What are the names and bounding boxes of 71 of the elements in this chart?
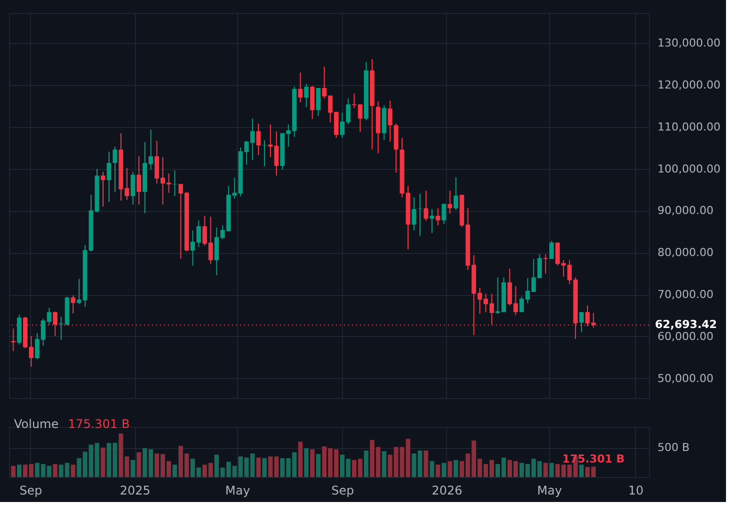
bar [17,464,22,477]
bar [382,451,386,477]
candlestick [310,85,315,120]
bar [579,464,584,477]
annotation: 175.301 B [68,417,130,431]
candlestick [136,156,142,205]
x-tick-label: Sep [20,484,42,498]
candlestick [100,171,106,208]
bar [70,464,76,477]
bar [52,464,58,477]
candlestick [106,151,112,202]
candlestick [172,170,178,197]
candlestick [388,100,392,142]
bar [430,461,434,477]
candlestick [304,83,309,108]
bar [442,462,446,477]
y-tick-label: 500 B [658,441,690,454]
bar [298,442,303,477]
y-tick-label: 130,000.00 [658,36,720,50]
x-tick-label: 10 [628,484,644,498]
bar [424,450,428,477]
y-tick-label: 50,000.00 [658,372,714,385]
y-tick-label: 60,000.00 [658,330,714,343]
x-tick-label: Sep [331,484,354,498]
bar [172,464,178,477]
candlestick [454,176,458,210]
y-tick-label: 120,000.00 [658,78,720,92]
candlestick [549,240,554,260]
candlestick [298,72,303,103]
x-tick-label: May [537,484,562,498]
candlestick [442,202,446,225]
candlestick [424,190,428,222]
x-tick-label: 2026 [432,484,462,498]
bar [543,462,548,477]
chart-title: Volume [14,417,59,431]
ref-line-label: 62,693.42 [655,318,717,332]
bar [316,454,321,477]
bar [11,466,16,477]
bar [130,460,136,477]
candlestick [448,190,452,214]
bar [454,460,458,477]
bar [310,449,315,477]
candlestick [418,193,422,236]
candlestick [262,140,267,167]
bar [262,458,267,477]
candlestick [11,328,16,352]
data-label: 175.301 B [562,452,625,466]
candlestick [543,254,548,274]
candlestick [436,208,440,226]
y-tick-label: 90,000.00 [658,204,714,218]
candlestick [112,146,118,192]
bar [364,450,368,477]
bar [100,448,106,477]
y-tick-label: 100,000.00 [658,162,720,176]
y-tick-label: 110,000.00 [658,120,720,134]
y-tick-label: 80,000.00 [658,246,714,260]
candlestick [579,312,584,333]
bar [304,448,309,477]
bar [136,452,142,477]
bar [256,458,261,477]
bar [448,461,452,477]
x-tick-label: 2025 [120,484,150,498]
candlestick [70,294,76,314]
x-tick-label: May [225,484,250,498]
candlestick [256,123,261,156]
candlestick [130,171,136,205]
y-tick-label: 70,000.00 [658,288,714,302]
bar [549,462,554,477]
candlestick [316,87,321,117]
candlestick [412,196,416,231]
bar [436,464,440,477]
